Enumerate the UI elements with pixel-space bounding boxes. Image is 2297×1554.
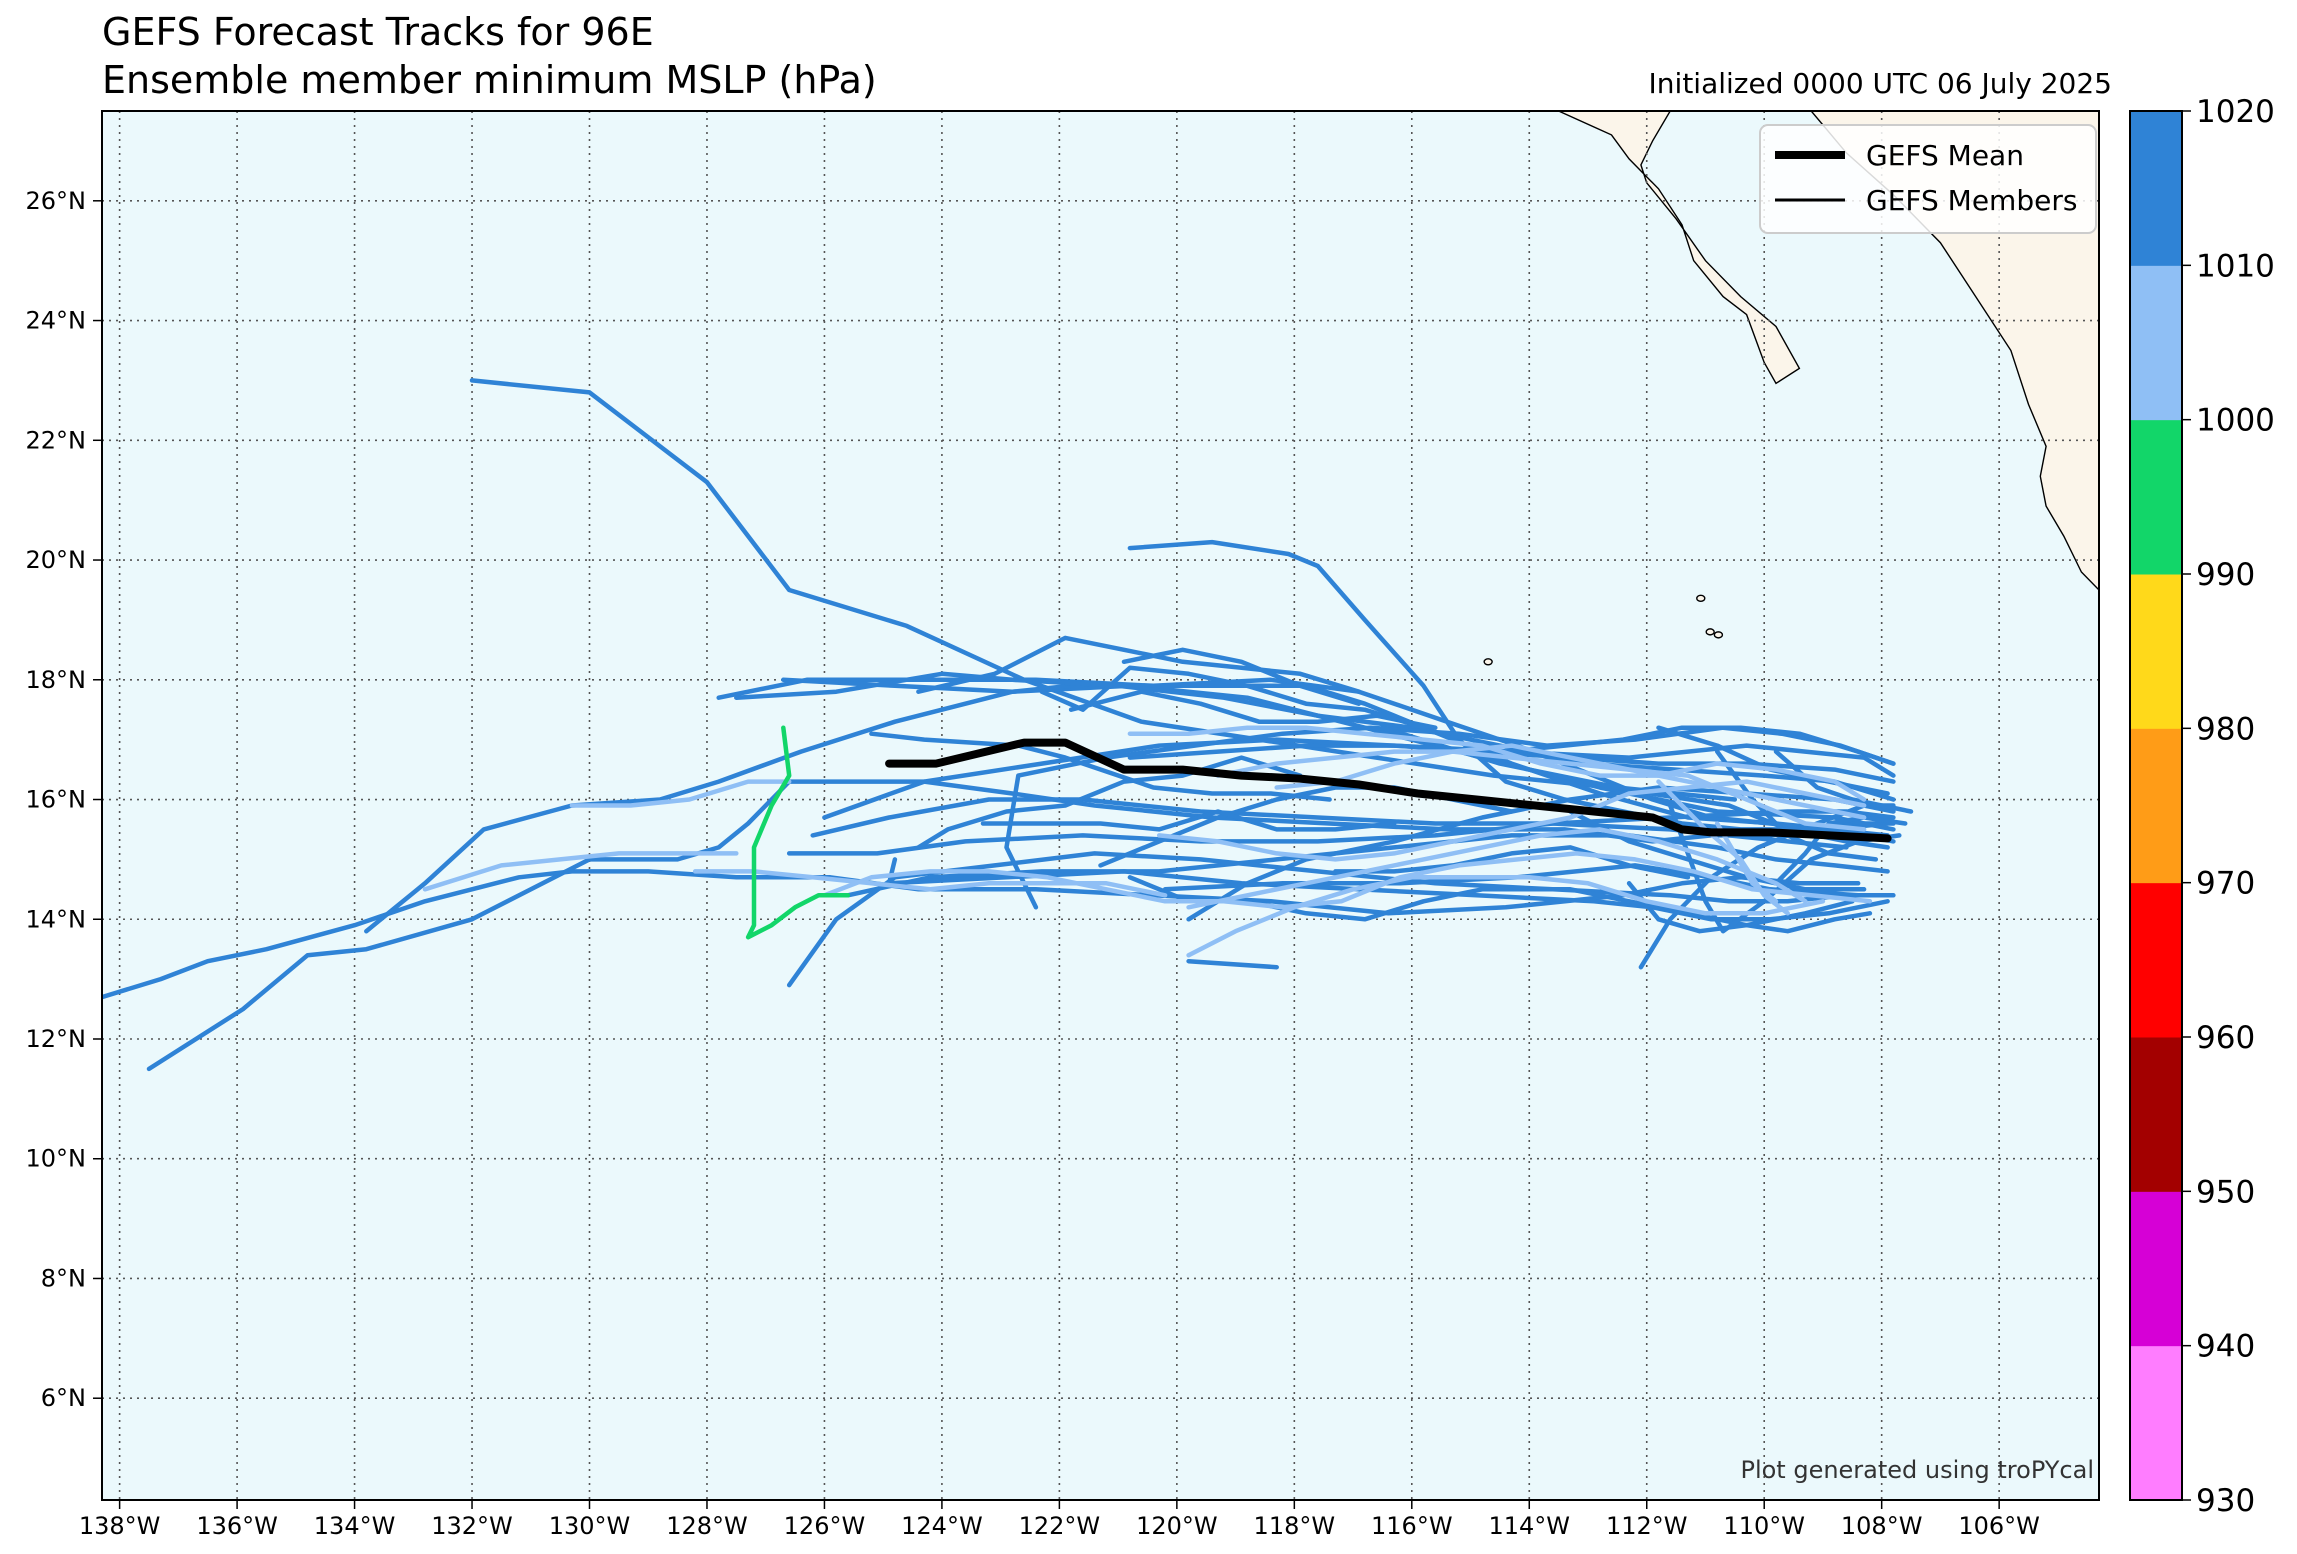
lon-ticks: 138°W 136°W 134°W 132°W 130°W 128°W 126°W 124°W… bbox=[79, 1500, 2040, 1540]
member-track bbox=[1186, 875, 1826, 958]
island bbox=[1713, 631, 1724, 639]
lon-tick-label: 116°W bbox=[1371, 1512, 1453, 1540]
pressure-colorbar: 930 940 950 960 970 980 990 1000 1010 1020 bbox=[2129, 94, 2275, 1519]
colorbar-bin bbox=[2130, 111, 2182, 266]
colorbar-bin bbox=[2130, 728, 2182, 884]
colorbar-label: 930 bbox=[2196, 1483, 2255, 1519]
lon-tick-label: 132°W bbox=[431, 1512, 513, 1540]
lat-tick-label: 22°N bbox=[26, 426, 87, 454]
lon-tick-label: 108°W bbox=[1841, 1512, 1923, 1540]
member-track bbox=[734, 671, 1896, 802]
colorbar-bin bbox=[2130, 1037, 2182, 1192]
lon-tick-label: 126°W bbox=[784, 1512, 866, 1540]
member-track bbox=[745, 725, 851, 940]
land-polygon bbox=[1558, 111, 1801, 385]
member-track bbox=[1714, 821, 1779, 904]
member-track bbox=[569, 779, 792, 808]
colorbar-label: 1000 bbox=[2196, 403, 2275, 439]
colorbar-bin bbox=[2130, 1191, 2182, 1347]
lon-tick-label: 136°W bbox=[196, 1512, 278, 1540]
member-track bbox=[869, 731, 1332, 802]
member-track bbox=[422, 851, 739, 892]
colorbar-bin bbox=[2130, 419, 2182, 575]
colorbar-label: 990 bbox=[2196, 557, 2255, 593]
member-track bbox=[980, 809, 1397, 832]
member-track bbox=[1215, 743, 1867, 820]
lat-tick-label: 16°N bbox=[26, 786, 87, 814]
lat-tick-label: 14°N bbox=[26, 905, 87, 933]
mean-track-layer bbox=[885, 738, 1892, 843]
colorbar-bin bbox=[2130, 574, 2182, 729]
colorbar-bin bbox=[2130, 1345, 2182, 1501]
colorbar-label: 960 bbox=[2196, 1020, 2255, 1056]
island bbox=[1705, 628, 1715, 636]
colorbar-label: 950 bbox=[2196, 1174, 2255, 1210]
lon-tick-label: 124°W bbox=[901, 1512, 983, 1540]
colorbar-label: 980 bbox=[2196, 711, 2255, 747]
map-frame bbox=[101, 110, 2100, 1501]
member-track bbox=[1626, 881, 1873, 934]
lat-tick-label: 20°N bbox=[26, 546, 87, 574]
lat-tick-label: 26°N bbox=[26, 187, 87, 215]
lon-tick-label: 138°W bbox=[79, 1512, 161, 1540]
lon-tick-label: 128°W bbox=[666, 1512, 748, 1540]
legend-mean-label: GEFS Mean bbox=[1866, 139, 2024, 172]
initialized-time: Initialized 0000 UTC 06 July 2025 bbox=[1648, 67, 2112, 100]
mean-track bbox=[885, 738, 1892, 843]
legend-members-label: GEFS Members bbox=[1866, 184, 2077, 217]
member-track bbox=[822, 851, 1873, 910]
colorbar-label: 940 bbox=[2196, 1329, 2255, 1365]
member-track bbox=[1667, 803, 1902, 934]
lat-tick-label: 12°N bbox=[26, 1025, 87, 1053]
lon-tick-label: 114°W bbox=[1488, 1512, 1570, 1540]
colorbar-frame bbox=[2129, 110, 2183, 1501]
lat-ticks: 6°N 8°N 10°N 12°N 14°N 16°N 18°N 20°N 22°N 24°N 26… bbox=[26, 187, 102, 1412]
colorbar-label: 1020 bbox=[2196, 94, 2275, 130]
lat-tick-label: 8°N bbox=[41, 1264, 86, 1292]
member-track bbox=[1503, 725, 1896, 766]
member-track bbox=[1773, 815, 1908, 886]
colorbar-bin bbox=[2130, 882, 2182, 1038]
lon-tick-label: 120°W bbox=[1136, 1512, 1218, 1540]
island bbox=[1696, 594, 1706, 603]
member-track bbox=[1186, 958, 1279, 970]
chart-title: GEFS Forecast Tracks for 96E bbox=[102, 10, 654, 54]
colorbar-label: 970 bbox=[2196, 866, 2255, 902]
lon-tick-label: 130°W bbox=[549, 1512, 631, 1540]
lat-tick-label: 10°N bbox=[26, 1145, 87, 1173]
colorbar-label: 1010 bbox=[2196, 248, 2275, 284]
member-track bbox=[1156, 779, 1867, 862]
island bbox=[1483, 658, 1493, 666]
lon-tick-label: 122°W bbox=[1019, 1512, 1101, 1540]
member-track bbox=[916, 755, 1303, 850]
lon-tick-label: 134°W bbox=[314, 1512, 396, 1540]
member-track bbox=[1068, 689, 1438, 730]
lon-tick-label: 106°W bbox=[1958, 1512, 2040, 1540]
lon-tick-label: 110°W bbox=[1723, 1512, 1805, 1540]
lon-tick-label: 118°W bbox=[1254, 1512, 1336, 1540]
member-track bbox=[1121, 647, 1362, 706]
member-track bbox=[1568, 809, 1867, 892]
member-track bbox=[1127, 725, 1867, 802]
member-track bbox=[1186, 827, 1808, 910]
chart-subtitle: Ensemble member minimum MSLP (hPa) bbox=[102, 58, 877, 102]
member-track bbox=[1380, 725, 1738, 802]
member-track bbox=[786, 809, 1896, 856]
lat-tick-label: 6°N bbox=[41, 1384, 86, 1412]
member-track bbox=[1039, 665, 1426, 730]
credit-text: Plot generated using troPYcal bbox=[1740, 1456, 2094, 1484]
lon-tick-label: 112°W bbox=[1606, 1512, 1688, 1540]
colorbar-bin bbox=[2130, 265, 2182, 421]
legend: GEFS Mean GEFS Members bbox=[1759, 124, 2097, 234]
member-track bbox=[1333, 845, 1691, 880]
lat-tick-label: 18°N bbox=[26, 666, 87, 694]
lat-tick-label: 24°N bbox=[26, 307, 87, 335]
member-track bbox=[1274, 749, 1867, 832]
